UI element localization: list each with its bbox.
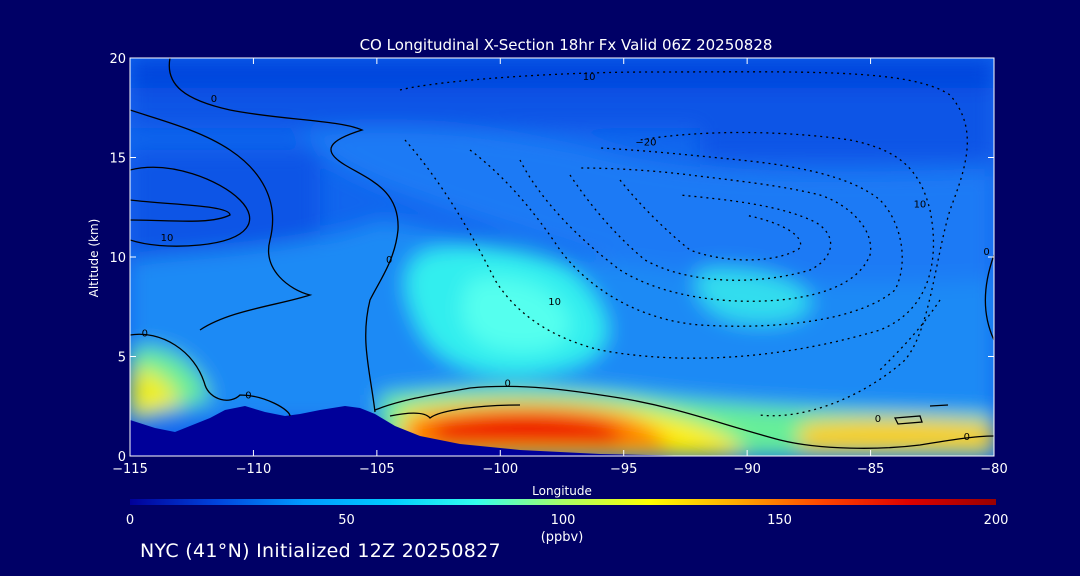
contour-label: 0	[211, 94, 217, 105]
contour-label: 0	[505, 378, 511, 389]
colorbar-tick-label: 50	[338, 513, 355, 528]
y-axis-ticks: 0 5 10 15 20	[109, 52, 994, 465]
contour-lines-negative	[399, 71, 968, 417]
y-tick-label: 5	[118, 351, 126, 366]
colorbar-tick-label: 0	[126, 513, 134, 528]
x-tick-label: −110	[236, 462, 272, 477]
colorbar-tick-label: 100	[551, 513, 576, 528]
colorbar-tick-label: 150	[767, 513, 792, 528]
colorbar	[130, 499, 996, 505]
contour-label: 0	[245, 390, 251, 401]
x-axis-ticks: −115 −110 −105 −100 −95 −90 −85 −80	[112, 58, 1008, 477]
y-axis-label: Altitude (km)	[87, 219, 101, 298]
x-tick-label: −100	[482, 462, 518, 477]
colorbar-ticks: 0 50 100 150 200	[126, 513, 1009, 528]
contour-label: 0	[964, 432, 970, 443]
contour-label: 10	[161, 233, 174, 244]
y-tick-label: 10	[109, 251, 126, 266]
plot-area: 10 0 −20 10 10 0 0 10 0 0 0 0 0	[130, 58, 994, 456]
co-field	[130, 58, 994, 456]
contour-label: 10	[583, 72, 596, 83]
colorbar-tick-label: 200	[984, 513, 1009, 528]
x-tick-label: −115	[112, 462, 148, 477]
y-tick-label: 0	[118, 450, 126, 465]
x-tick-label: −90	[733, 462, 760, 477]
contour-lines	[130, 58, 994, 449]
x-tick-label: −95	[610, 462, 637, 477]
y-tick-label: 20	[109, 52, 126, 67]
colorbar-unit: (ppbv)	[541, 530, 584, 545]
x-tick-label: −105	[359, 462, 395, 477]
contour-label: 10	[548, 297, 561, 308]
contour-label: 0	[875, 414, 881, 425]
terrain	[130, 406, 994, 456]
contour-labels: 10 0 −20 10 10 0 0 10 0 0 0 0 0	[142, 72, 990, 443]
contour-label: 0	[142, 329, 148, 340]
run-info-footer: NYC (41°N) Initialized 12Z 20250827	[140, 540, 501, 562]
x-tick-label: −85	[857, 462, 884, 477]
y-tick-label: 15	[109, 152, 126, 167]
chart-title: CO Longitudinal X-Section 18hr Fx Valid …	[360, 36, 773, 54]
x-axis-label: Longitude	[532, 484, 592, 498]
contour-label: −20	[635, 138, 656, 149]
x-tick-label: −80	[980, 462, 1007, 477]
contour-label: 10	[914, 199, 927, 210]
contour-label: 0	[386, 255, 392, 266]
contour-label: 0	[983, 247, 989, 258]
